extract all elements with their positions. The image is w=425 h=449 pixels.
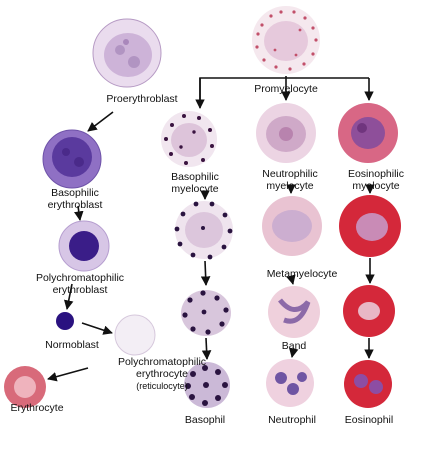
proerythroblast-cell — [93, 19, 161, 87]
basophilic-myelocyte-cell — [161, 111, 217, 167]
label-line: (reticulocyte) — [92, 380, 232, 392]
arrow-to-neutrophil — [292, 352, 293, 357]
basophilic-erythroblast-cell — [43, 130, 101, 188]
promyelocyte-label: Promyelocyte — [231, 83, 341, 95]
metamyelocyte-label: Metamyelocyte — [252, 268, 352, 280]
basophilic-band-cell — [181, 290, 231, 336]
eosinophil-label: Eosinophil — [334, 414, 404, 426]
basophil-label: Basophil — [175, 414, 235, 426]
label-line: erythrocyte — [92, 368, 232, 380]
neutrophil-label: Neutrophil — [257, 414, 327, 426]
label-line: erythroblast — [5, 284, 155, 296]
arrow-to-band — [292, 280, 293, 284]
eosinophil-cell — [344, 360, 392, 408]
arrow-to-reticulocyte — [82, 323, 112, 333]
arrow-basophil-stage-2 — [205, 261, 206, 285]
label-line: myelocyte — [333, 180, 419, 192]
reticulocyte-label: Polychromatophilic erythrocyte (reticulo… — [92, 356, 232, 392]
label-line: Eosinophilic — [333, 168, 419, 180]
normoblast-cell — [56, 312, 74, 330]
label-line: myelocyte — [248, 180, 332, 192]
eosinophilic-band-cell — [343, 285, 395, 337]
polychromatophilic-erythroblast-label: Polychromatophilic erythroblast — [5, 272, 155, 296]
polychromatophilic-erythroblast-cell — [59, 221, 109, 271]
arrow-to-erythrocyte — [48, 368, 88, 379]
basophilic-myelocyte-label: Basophilic myelocyte — [155, 171, 235, 195]
label-line: Polychromatophilic — [5, 272, 155, 284]
promyelocyte-cell — [252, 6, 320, 74]
normoblast-label: Normoblast — [32, 339, 112, 351]
reticulocyte-cell — [115, 315, 155, 355]
label-line: Basophilic — [20, 187, 130, 199]
proerythroblast-label: Proerythroblast — [92, 93, 192, 105]
basophilic-metamyelocyte-cell — [175, 201, 233, 259]
basophilic-erythroblast-label: Basophilic erythroblast — [20, 187, 130, 211]
label-line: Basophilic — [155, 171, 235, 183]
arrow-proerythroblast-to-basophilic-erythroblast — [88, 112, 113, 131]
neutrophilic-myelocyte-label: Neutrophilic myelocyte — [248, 168, 332, 192]
band-cell — [268, 286, 320, 338]
neutrophilic-myelocyte-cell — [256, 103, 316, 163]
band-label: Band — [266, 340, 322, 352]
eosinophilic-metamyelocyte-cell — [339, 195, 401, 257]
metamyelocyte-cell — [262, 196, 322, 256]
eosinophilic-myelocyte-cell — [338, 103, 398, 163]
neutrophil-cell — [266, 359, 314, 407]
eosinophilic-myelocyte-label: Eosinophilic myelocyte — [333, 168, 419, 192]
label-line: myelocyte — [155, 183, 235, 195]
erythrocyte-label: Erythrocyte — [2, 402, 72, 414]
label-line: Neutrophilic — [248, 168, 332, 180]
label-line: erythroblast — [20, 199, 130, 211]
label-line: Polychromatophilic — [92, 356, 232, 368]
